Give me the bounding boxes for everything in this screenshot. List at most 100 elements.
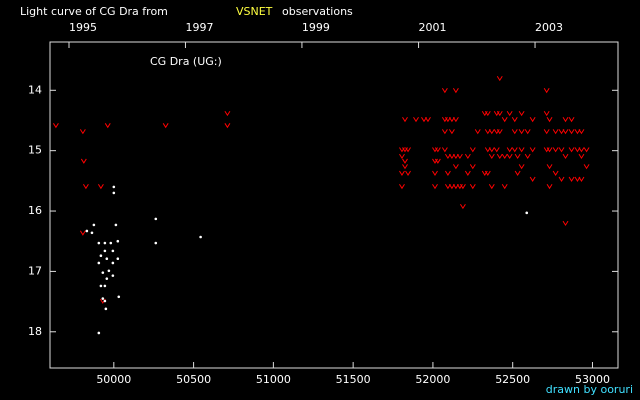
x-tick-label: 52500 <box>495 373 530 386</box>
upper-limit-point <box>104 123 111 129</box>
upper-limit-point <box>562 129 569 135</box>
x2-tick-label: 1999 <box>302 21 330 34</box>
upper-limit-point <box>484 170 491 176</box>
data-point <box>97 261 101 265</box>
upper-limit-point <box>448 153 455 160</box>
upper-limit-point <box>444 184 451 190</box>
data-point <box>101 271 105 274</box>
upper-limit-point <box>402 158 408 164</box>
data-point <box>154 217 158 221</box>
upper-limit-point <box>524 153 531 160</box>
upper-limit-point <box>79 129 86 135</box>
upper-limit-point <box>452 117 459 123</box>
upper-limit-point <box>543 88 550 94</box>
upper-limit-point <box>546 117 553 123</box>
x2-tick-label: 1995 <box>69 21 97 34</box>
upper-limit-point <box>459 203 466 210</box>
upper-limit-point <box>546 147 553 153</box>
data-point <box>105 277 109 280</box>
data-point <box>116 239 120 243</box>
upper-limit-point <box>80 158 87 164</box>
upper-limit-point <box>97 184 104 190</box>
upper-limit-point <box>583 147 590 153</box>
data-point <box>111 249 115 253</box>
data-point <box>90 231 94 235</box>
upper-limit-point <box>405 147 411 153</box>
upper-limit-point <box>162 123 169 129</box>
upper-limit-point <box>568 176 575 182</box>
upper-limit-point <box>434 147 441 153</box>
data-point <box>104 307 108 311</box>
x-tick-label: 50000 <box>96 373 131 386</box>
upper-limit-point <box>543 110 550 117</box>
upper-limit-point <box>493 147 500 153</box>
upper-limit-point <box>568 117 575 123</box>
x-tick-label: 50500 <box>176 373 211 386</box>
upper-limit-point <box>456 153 463 160</box>
upper-limit-point <box>578 129 585 135</box>
upper-limit-point <box>452 164 459 170</box>
data-point <box>101 297 105 300</box>
upper-limit-point <box>568 147 575 153</box>
upper-limit-point <box>506 153 513 160</box>
upper-limit-point <box>224 110 231 117</box>
data-point <box>199 235 202 239</box>
y-tick-label: 15 <box>28 144 42 157</box>
upper-limit-point <box>441 88 448 94</box>
upper-limit-point <box>558 176 565 182</box>
upper-limit-point <box>578 147 585 153</box>
upper-limit-point <box>444 153 451 160</box>
upper-limit-point <box>444 170 451 176</box>
upper-limit-point <box>558 129 565 135</box>
data-point <box>97 331 101 335</box>
upper-limit-point <box>574 129 581 135</box>
x-tick-label: 52000 <box>415 373 450 386</box>
upper-limit-point <box>452 153 459 160</box>
upper-limit-point <box>496 75 503 82</box>
upper-limit-point <box>558 147 565 153</box>
data-point <box>99 284 103 288</box>
upper-limit-point <box>574 176 581 182</box>
upper-limit-point <box>469 184 476 190</box>
data-point <box>103 299 107 303</box>
upper-limit-point <box>464 170 471 176</box>
upper-limit-point <box>578 153 585 160</box>
upper-limit-point <box>552 147 559 153</box>
upper-limit-point <box>518 129 525 135</box>
upper-limit-point <box>464 153 471 160</box>
upper-limit-point <box>488 184 495 190</box>
upper-limit-point <box>421 117 427 123</box>
upper-limit-point <box>552 129 559 135</box>
upper-limit-point <box>469 147 476 153</box>
upper-limit-point <box>488 147 495 153</box>
upper-limit-point <box>518 147 525 153</box>
data-point <box>105 257 109 261</box>
upper-limit-point <box>444 117 451 123</box>
upper-limit-point <box>501 153 508 160</box>
upper-limit-point <box>511 147 518 153</box>
upper-limit-point <box>552 170 559 176</box>
upper-limit-point <box>518 164 525 170</box>
upper-limit-point <box>474 129 481 135</box>
y-tick-label: 16 <box>28 204 42 217</box>
upper-limit-point <box>488 129 495 135</box>
upper-limit-point <box>452 88 459 94</box>
y-tick-label: 18 <box>28 325 42 338</box>
upper-limit-point <box>496 110 503 117</box>
upper-limit-point <box>501 117 508 123</box>
data-point <box>112 185 116 189</box>
upper-limit-point <box>562 117 569 123</box>
x2-tick-label: 2001 <box>419 21 447 34</box>
upper-limit-point <box>448 184 455 190</box>
upper-limit-point <box>568 129 575 135</box>
data-point <box>107 269 111 273</box>
upper-limit-point <box>501 184 508 190</box>
data-point <box>92 223 96 227</box>
upper-limit-point <box>452 184 459 190</box>
upper-limit-point <box>514 170 521 176</box>
upper-limit-point <box>448 129 455 135</box>
upper-limit-point <box>506 110 513 117</box>
upper-limit-point <box>52 123 59 129</box>
upper-limit-point <box>529 147 536 153</box>
